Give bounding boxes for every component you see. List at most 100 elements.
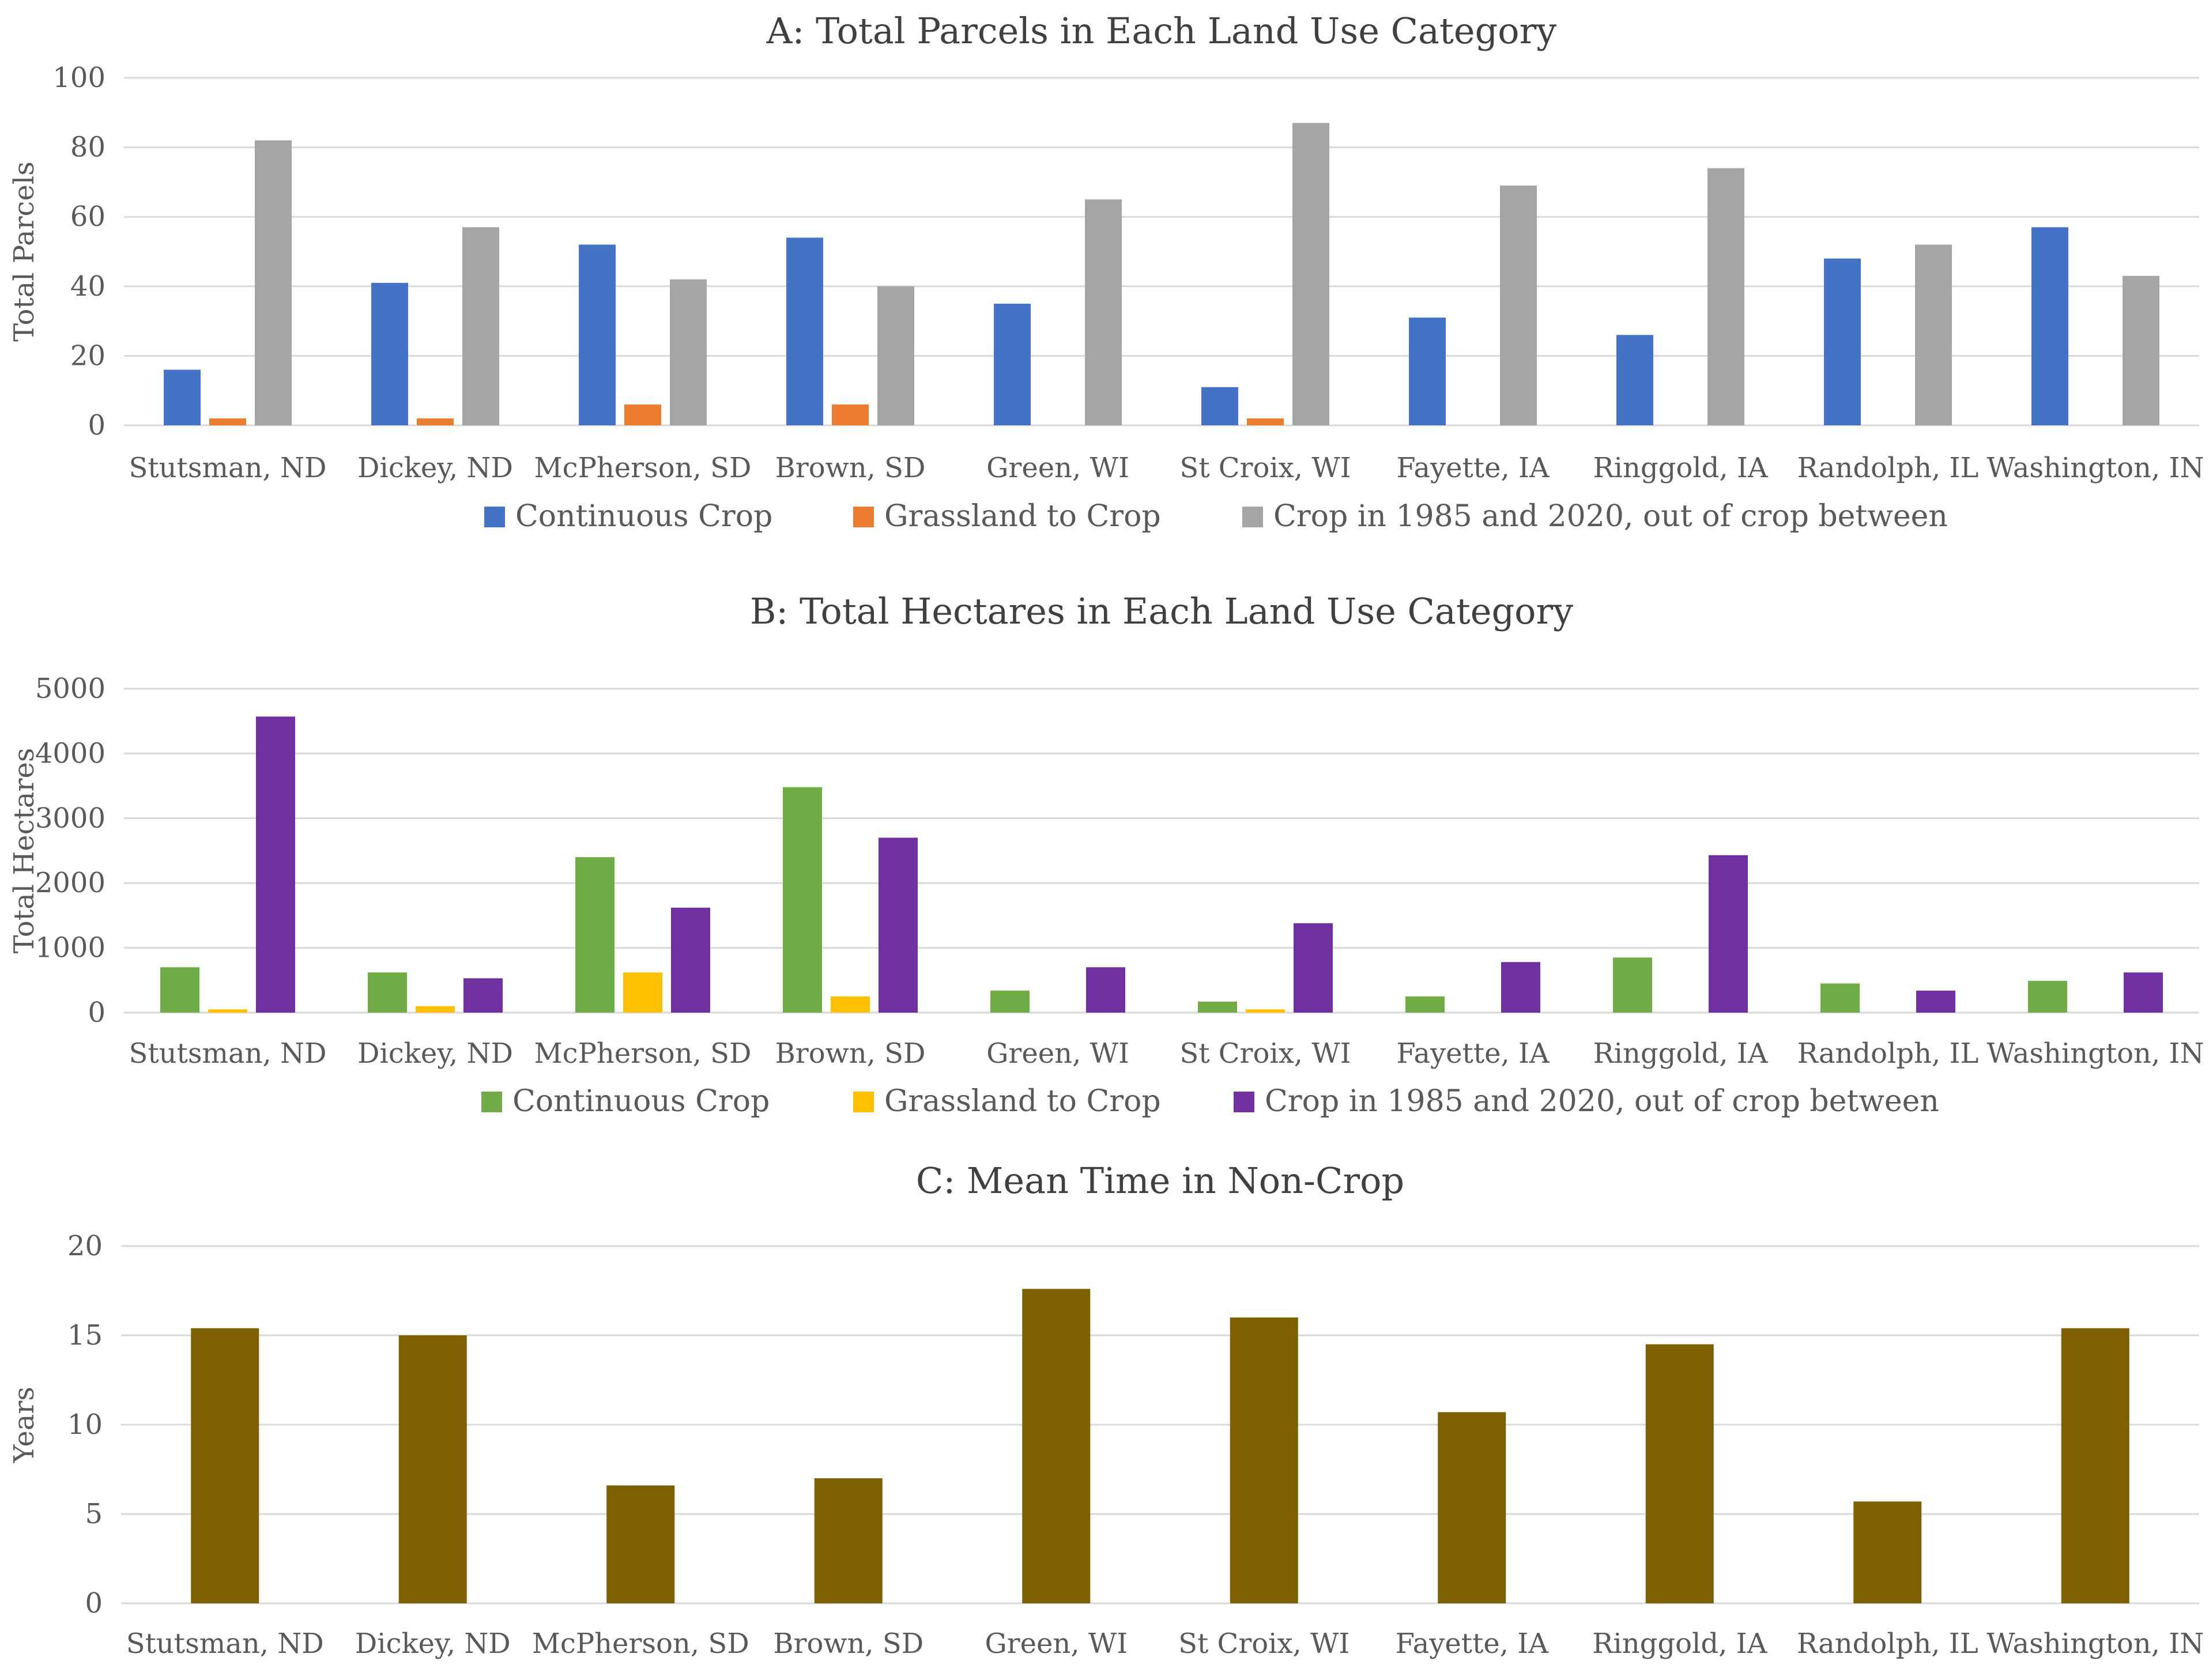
- chart-a-x-tick-label: McPherson, SD: [534, 452, 752, 484]
- chart-a-bar-continuous-crop-washington-in: [2031, 227, 2068, 425]
- chart-a-bar-crop-in-1985-and-2020-out-of-crop-between-dickey-nd: [462, 227, 499, 425]
- chart-a-bar-crop-in-1985-and-2020-out-of-crop-between-randolph-il: [1915, 244, 1952, 425]
- chart-b-bar-grassland-to-crop-mcpherson-sd: [623, 972, 662, 1013]
- chart-b-bar-continuous-crop-randolph-il: [1820, 983, 1860, 1013]
- chart-c-x-tick-label: Brown, SD: [773, 1628, 923, 1660]
- chart-b-x-tick-label: St Croix, WI: [1179, 1037, 1351, 1070]
- chart-c-x-tick-label: Washington, IN: [1986, 1628, 2204, 1660]
- chart-b-legend-swatch-continuous-crop: [481, 1092, 502, 1112]
- chart-a-bar-grassland-to-crop-st-croix-wi: [1247, 418, 1284, 425]
- chart-c-y-tick-label: 0: [85, 1587, 103, 1619]
- chart-c-y-tick-label: 10: [67, 1409, 103, 1441]
- chart-a-legend-label: Grassland to Crop: [884, 499, 1161, 534]
- chart-a-bar-crop-in-1985-and-2020-out-of-crop-between-brown-sd: [877, 286, 914, 425]
- chart-a-bar-grassland-to-crop-brown-sd: [832, 404, 869, 425]
- chart-c-x-tick-label: Randolph, IL: [1797, 1628, 1978, 1660]
- chart-a-x-tick-label: Fayette, IA: [1396, 452, 1550, 484]
- chart-a-bar-grassland-to-crop-mcpherson-sd: [624, 404, 661, 425]
- chart-a-bar-continuous-crop-green-wi: [994, 303, 1031, 425]
- chart-b-y-tick-label: 4000: [35, 737, 105, 769]
- chart-b-y-axis-title: Total Hectares: [8, 748, 40, 954]
- chart-c-y-axis-title: Years: [8, 1387, 40, 1463]
- chart-a-legend-swatch-crop-in-1985-and-2020-out-of-crop-between: [1242, 507, 1263, 527]
- chart-b-bar-crop-in-1985-and-2020-out-of-crop-between-brown-sd: [879, 837, 918, 1013]
- chart-a-bar-continuous-crop-fayette-ia: [1409, 318, 1446, 425]
- chart-b-x-tick-label: Dickey, ND: [357, 1037, 513, 1070]
- chart-a-y-tick-label: 80: [70, 131, 105, 164]
- chart-c-y-tick-label: 5: [85, 1498, 103, 1530]
- chart-a-x-tick-label: St Croix, WI: [1179, 452, 1351, 484]
- chart-a-bar-crop-in-1985-and-2020-out-of-crop-between-st-croix-wi: [1292, 123, 1329, 425]
- chart-c-x-tick-label: Dickey, ND: [355, 1628, 511, 1660]
- chart-b-bar-continuous-crop-st-croix-wi: [1198, 1001, 1237, 1013]
- chart-b-y-tick-label: 1000: [35, 932, 105, 964]
- chart-a-y-tick-label: 20: [70, 339, 105, 372]
- chart-b-bar-grassland-to-crop-dickey-nd: [416, 1006, 455, 1013]
- chart-a-y-axis-title: Total Parcels: [8, 161, 40, 342]
- chart-a-bar-continuous-crop-dickey-nd: [371, 282, 408, 425]
- chart-b-x-tick-label: Washington, IN: [1987, 1037, 2204, 1070]
- chart-a-bar-continuous-crop-stutsman-nd: [164, 369, 201, 425]
- chart-c-bar-mean-time-in-non-crop-fayette-ia: [1438, 1412, 1506, 1603]
- chart-b-bar-crop-in-1985-and-2020-out-of-crop-between-mcpherson-sd: [671, 907, 710, 1013]
- chart-b-bar-continuous-crop-washington-in: [2028, 980, 2067, 1013]
- chart-b-x-tick-label: Randolph, IL: [1797, 1037, 1979, 1070]
- chart-b-bar-crop-in-1985-and-2020-out-of-crop-between-dickey-nd: [463, 978, 503, 1013]
- chart-a-title: A: Total Parcels in Each Land Use Catego…: [766, 10, 1557, 52]
- chart-b-bar-grassland-to-crop-brown-sd: [831, 996, 870, 1013]
- chart-b-bar-crop-in-1985-and-2020-out-of-crop-between-ringgold-ia: [1709, 855, 1748, 1013]
- chart-a-bar-continuous-crop-mcpherson-sd: [579, 244, 616, 425]
- chart-a-bar-continuous-crop-randolph-il: [1824, 258, 1861, 425]
- chart-a-legend-swatch-grassland-to-crop: [853, 507, 874, 527]
- chart-c-bar-mean-time-in-non-crop-stutsman-nd: [191, 1328, 259, 1603]
- chart-b-x-tick-label: Stutsman, ND: [129, 1037, 326, 1070]
- chart-a-y-tick-label: 100: [52, 62, 105, 94]
- chart-b-x-tick-label: Fayette, IA: [1396, 1037, 1550, 1070]
- chart-a-x-tick-label: Brown, SD: [775, 452, 926, 484]
- chart-b-bar-continuous-crop-dickey-nd: [368, 972, 407, 1013]
- chart-c-bar-mean-time-in-non-crop-randolph-il: [1853, 1501, 1922, 1603]
- chart-b-bar-continuous-crop-fayette-ia: [1405, 996, 1445, 1013]
- chart-c-title: C: Mean Time in Non-Crop: [916, 1160, 1404, 1202]
- chart-c-y-tick-label: 20: [67, 1230, 103, 1262]
- chart-a-bar-continuous-crop-ringgold-ia: [1616, 335, 1653, 425]
- chart-a-x-tick-label: Green, WI: [986, 452, 1129, 484]
- chart-a-bar-continuous-crop-st-croix-wi: [1201, 387, 1238, 425]
- chart-c-x-tick-label: Fayette, IA: [1396, 1628, 1550, 1660]
- chart-b-x-tick-label: Green, WI: [986, 1037, 1129, 1070]
- chart-c-bar-mean-time-in-non-crop-ringgold-ia: [1645, 1344, 1714, 1603]
- chart-a-x-tick-label: Washington, IN: [1987, 452, 2204, 484]
- chart-b-bar-continuous-crop-mcpherson-sd: [575, 857, 615, 1013]
- chart-a-bar-crop-in-1985-and-2020-out-of-crop-between-ringgold-ia: [1707, 168, 1744, 425]
- chart-a: A: Total Parcels in Each Land Use Catego…: [8, 10, 2204, 534]
- chart-a-bar-grassland-to-crop-stutsman-nd: [209, 418, 246, 425]
- chart-b-y-tick-label: 5000: [35, 673, 105, 705]
- chart-c-bar-mean-time-in-non-crop-dickey-nd: [398, 1335, 467, 1603]
- chart-a-bar-crop-in-1985-and-2020-out-of-crop-between-mcpherson-sd: [670, 279, 707, 425]
- chart-a-bar-continuous-crop-brown-sd: [786, 237, 823, 425]
- chart-a-y-tick-label: 40: [70, 270, 105, 303]
- chart-b-legend-label: Grassland to Crop: [884, 1084, 1161, 1119]
- chart-c-bar-mean-time-in-non-crop-mcpherson-sd: [606, 1485, 675, 1603]
- chart-c-x-tick-label: McPherson, SD: [532, 1628, 749, 1660]
- chart-a-y-tick-label: 0: [88, 409, 105, 441]
- chart-b: B: Total Hectares in Each Land Use Categ…: [8, 590, 2204, 1119]
- chart-a-legend-swatch-continuous-crop: [484, 507, 505, 527]
- chart-b-x-tick-label: McPherson, SD: [534, 1037, 752, 1070]
- chart-b-y-tick-label: 3000: [35, 802, 105, 835]
- chart-c-x-tick-label: St Croix, WI: [1178, 1628, 1349, 1660]
- chart-b-legend-swatch-crop-in-1985-and-2020-out-of-crop-between: [1234, 1092, 1254, 1112]
- chart-b-bar-continuous-crop-brown-sd: [783, 787, 822, 1013]
- chart-b-bar-crop-in-1985-and-2020-out-of-crop-between-st-croix-wi: [1294, 923, 1333, 1013]
- chart-b-bar-grassland-to-crop-st-croix-wi: [1246, 1009, 1285, 1013]
- chart-b-bar-continuous-crop-ringgold-ia: [1613, 957, 1652, 1013]
- chart-c-y-tick-label: 15: [67, 1319, 103, 1351]
- chart-b-legend-label: Continuous Crop: [512, 1084, 770, 1119]
- chart-a-bar-crop-in-1985-and-2020-out-of-crop-between-fayette-ia: [1500, 185, 1537, 425]
- chart-b-legend-label: Crop in 1985 and 2020, out of crop betwe…: [1265, 1084, 1939, 1119]
- chart-c-bar-mean-time-in-non-crop-washington-in: [2061, 1328, 2129, 1603]
- chart-c-x-tick-label: Green, WI: [985, 1628, 1128, 1660]
- chart-a-y-tick-label: 60: [70, 201, 105, 233]
- chart-a-legend-label: Continuous Crop: [515, 499, 772, 534]
